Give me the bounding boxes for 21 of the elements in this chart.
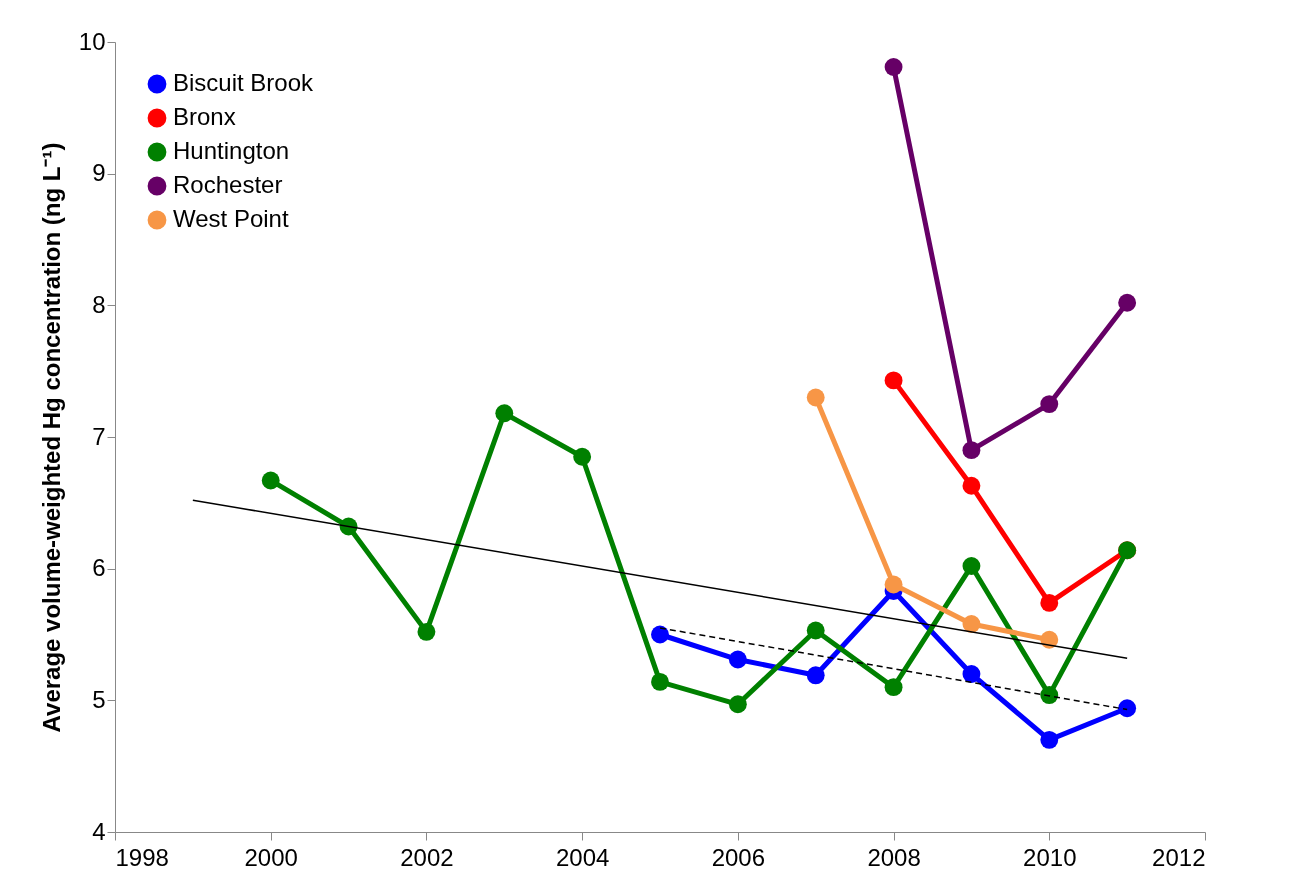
legend-label: Rochester	[173, 171, 283, 198]
x-tick-label: 2004	[555, 843, 610, 871]
legend-label: Bronx	[173, 103, 236, 130]
x-tick-label: 2012	[1152, 843, 1206, 871]
x-tick-label: 2006	[711, 843, 766, 871]
x-tick-label: 2010	[1023, 843, 1077, 871]
legend-label: West Point	[173, 205, 289, 232]
y-tick-label: 9	[92, 159, 106, 187]
y-tick-label: 4	[92, 817, 106, 845]
legend-label: Biscuit Brook	[173, 69, 315, 96]
x-tick-label: 2008	[867, 843, 921, 871]
y-tick-label: 10	[78, 27, 106, 55]
legend-label: Huntington	[173, 137, 290, 164]
y-tick-label: 5	[92, 685, 106, 713]
y-tick-label: 8	[92, 290, 106, 318]
y-tick-label: 7	[92, 422, 106, 450]
x-tick-label: 1998	[115, 843, 169, 871]
y-tick-label: 6	[92, 554, 106, 582]
y-axis-title: Average volume-weighted Hg concentration (ng L⁻¹)	[37, 142, 65, 733]
x-tick-label: 2002	[400, 843, 454, 871]
x-tick-label: 2000	[244, 843, 298, 871]
